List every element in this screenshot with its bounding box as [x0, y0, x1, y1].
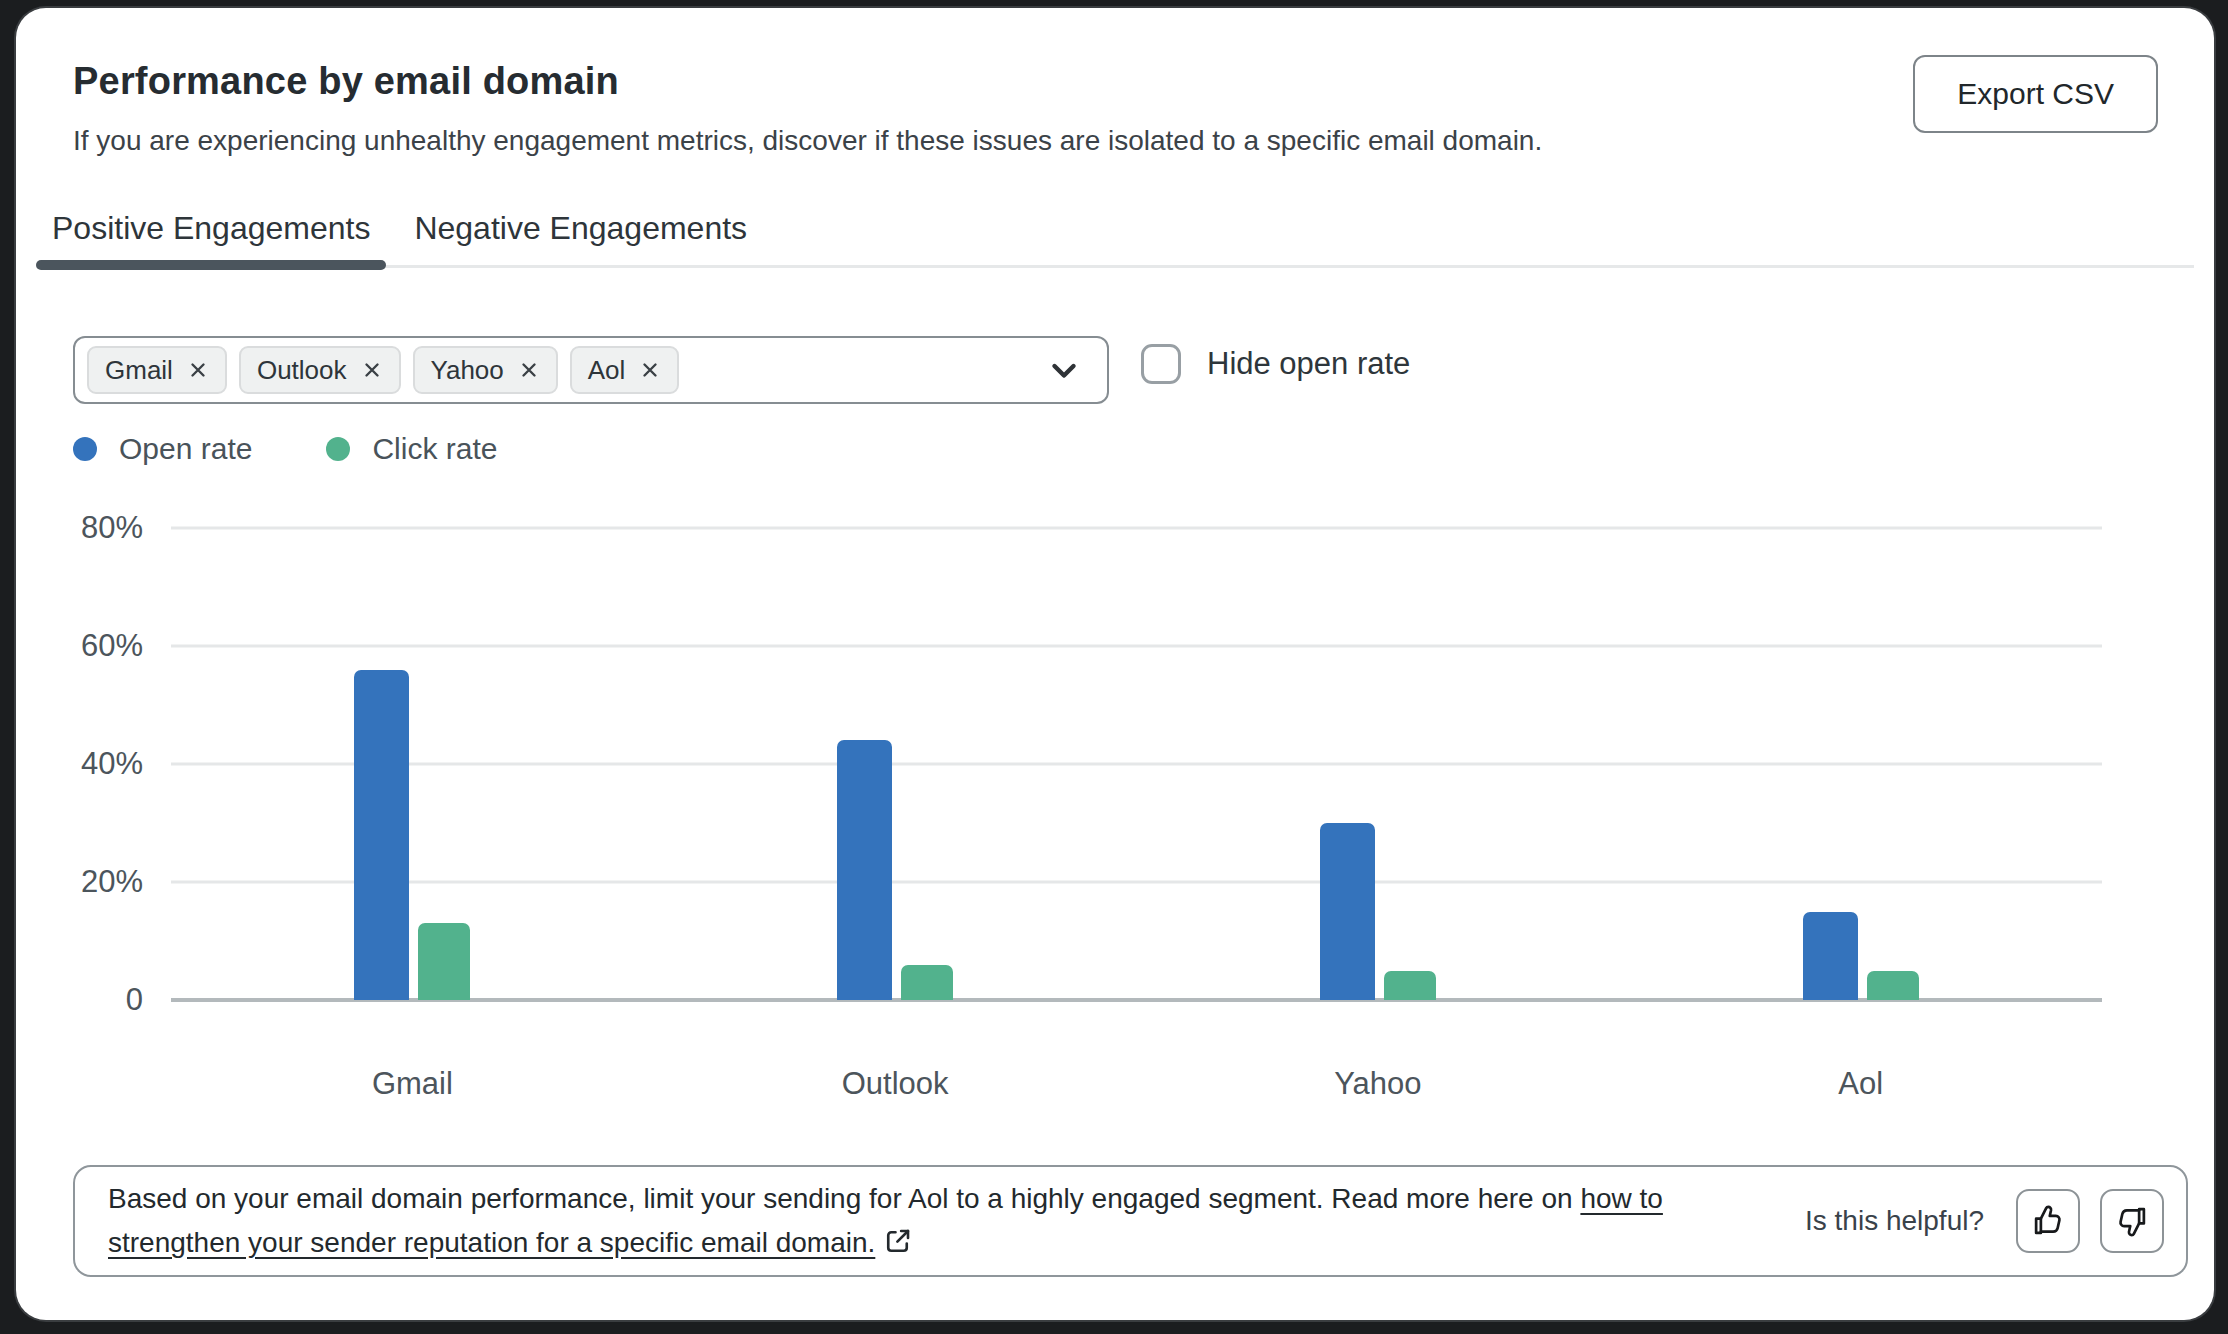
x-axis-label: Outlook: [654, 1066, 1137, 1102]
filter-chip-label: Aol: [588, 355, 626, 386]
y-axis: 80%60%40%20%0: [57, 528, 143, 1000]
domain-multiselect[interactable]: Gmail Outlook Yahoo Aol: [73, 336, 1109, 404]
filter-chip-label: Outlook: [257, 355, 347, 386]
y-axis-label: 60%: [81, 628, 143, 664]
filter-chip-label: Gmail: [105, 355, 173, 386]
remove-chip-icon[interactable]: [361, 359, 383, 381]
thumbs-down-icon: [2113, 1202, 2151, 1240]
tab-positive-engagements[interactable]: Positive Engagements: [36, 210, 386, 268]
hide-open-rate-checkbox[interactable]: [1141, 344, 1181, 384]
x-axis-label: Aol: [1619, 1066, 2102, 1102]
thumbs-up-icon: [2029, 1202, 2067, 1240]
remove-chip-icon[interactable]: [639, 359, 661, 381]
plot-area: [171, 528, 2102, 1000]
bar-open-rate[interactable]: [1803, 912, 1858, 1001]
tab-label: Negative Engagements: [414, 210, 747, 247]
thumbs-down-button[interactable]: [2100, 1189, 2164, 1253]
bar-group: [654, 528, 1137, 1000]
helpful-label: Is this helpful?: [1805, 1205, 1984, 1237]
bar-open-rate[interactable]: [837, 740, 892, 1000]
helpful-widget: Is this helpful?: [1805, 1167, 2164, 1275]
chevron-down-icon[interactable]: [1045, 351, 1083, 389]
tab-label: Positive Engagements: [52, 210, 370, 247]
selected-domain-chips: Gmail Outlook Yahoo Aol: [87, 346, 1045, 394]
y-axis-label: 80%: [81, 510, 143, 546]
legend-dot-icon: [326, 437, 350, 461]
performance-card: Performance by email domain If you are e…: [16, 8, 2214, 1320]
remove-chip-icon[interactable]: [518, 359, 540, 381]
chart-legend: Open rate Click rate: [73, 432, 497, 466]
bar-click-rate[interactable]: [418, 923, 470, 1000]
insight-footer: Based on your email domain performance, …: [73, 1165, 2188, 1277]
bar-group: [1619, 528, 2102, 1000]
x-axis-labels: GmailOutlookYahooAol: [171, 1066, 2102, 1102]
external-link-icon[interactable]: [883, 1226, 913, 1256]
page-title: Performance by email domain: [73, 60, 2142, 103]
y-axis-label: 0: [126, 982, 143, 1018]
legend-item: Click rate: [326, 432, 497, 466]
bar-group: [1137, 528, 1620, 1000]
hide-open-rate-control[interactable]: Hide open rate: [1141, 344, 1410, 384]
card-header: Performance by email domain If you are e…: [73, 60, 2142, 157]
remove-chip-icon[interactable]: [187, 359, 209, 381]
export-csv-button[interactable]: Export CSV: [1913, 55, 2158, 133]
page-subtitle: If you are experiencing unhealthy engage…: [73, 125, 2142, 157]
legend-item: Open rate: [73, 432, 252, 466]
controls-row: Gmail Outlook Yahoo Aol Hide open rate: [73, 336, 2157, 404]
bar-groups: [171, 528, 2102, 1000]
bar-click-rate[interactable]: [901, 965, 953, 1000]
bar-open-rate[interactable]: [354, 670, 409, 1000]
bar-click-rate[interactable]: [1384, 971, 1436, 1001]
filter-chip-label: Yahoo: [431, 355, 504, 386]
insight-note-text: Based on your email domain performance, …: [108, 1183, 1580, 1214]
filter-chip[interactable]: Gmail: [87, 346, 227, 394]
filter-chip[interactable]: Aol: [570, 346, 680, 394]
insight-note: Based on your email domain performance, …: [108, 1177, 1758, 1265]
x-axis-label: Yahoo: [1137, 1066, 1620, 1102]
legend-label: Click rate: [372, 432, 497, 466]
tabs-bar: Positive Engagements Negative Engagement…: [36, 210, 2194, 268]
bar-open-rate[interactable]: [1320, 823, 1375, 1000]
hide-open-rate-label: Hide open rate: [1207, 346, 1410, 382]
thumbs-up-button[interactable]: [2016, 1189, 2080, 1253]
legend-label: Open rate: [119, 432, 252, 466]
filter-chip[interactable]: Yahoo: [413, 346, 558, 394]
y-axis-label: 40%: [81, 746, 143, 782]
legend-dot-icon: [73, 437, 97, 461]
tab-negative-engagements[interactable]: Negative Engagements: [398, 210, 763, 268]
y-axis-label: 20%: [81, 864, 143, 900]
bar-click-rate[interactable]: [1867, 971, 1919, 1001]
filter-chip[interactable]: Outlook: [239, 346, 401, 394]
x-axis-label: Gmail: [171, 1066, 654, 1102]
bar-group: [171, 528, 654, 1000]
bar-chart: 80%60%40%20%0: [57, 528, 2102, 1000]
